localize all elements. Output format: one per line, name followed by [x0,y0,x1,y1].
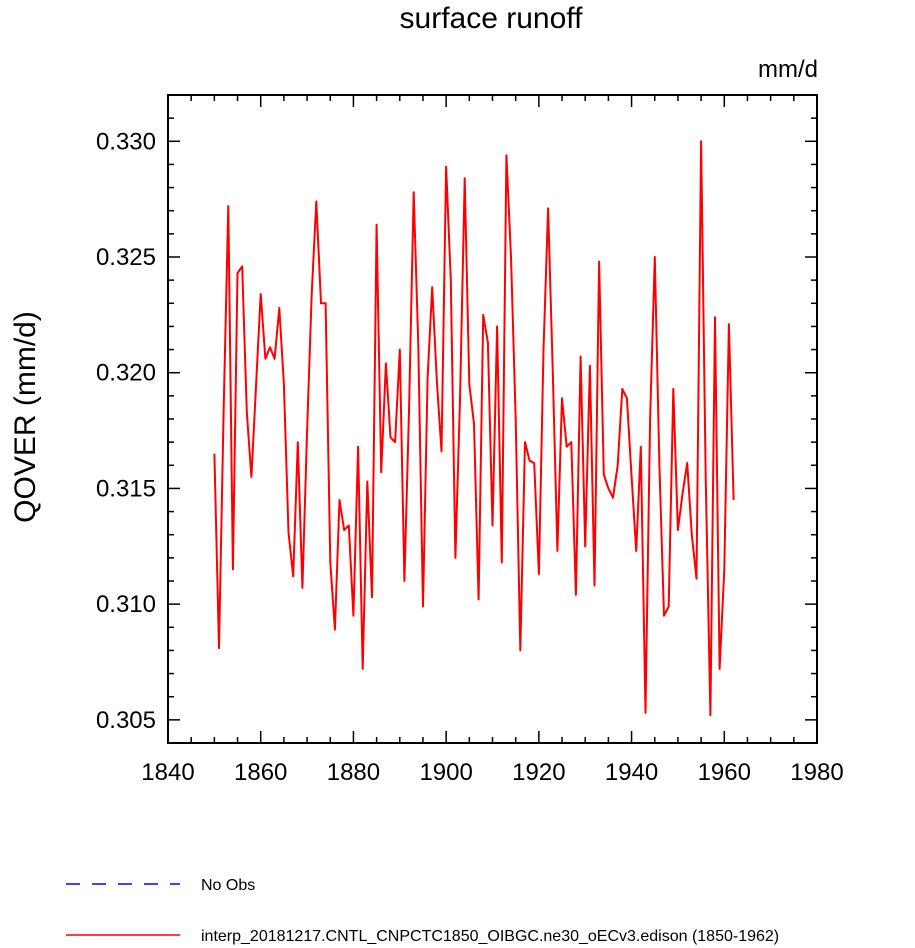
chart-title: surface runoff [400,2,584,35]
y-tick-label: 0.315 [96,475,156,502]
y-axis-label: QOVER (mm/d) [9,311,42,523]
x-tick-label: 1880 [327,759,380,786]
y-tick-label: 0.320 [96,360,156,387]
y-tick-label: 0.310 [96,591,156,618]
plot-layer [213,140,735,717]
y-tick-label: 0.305 [96,707,156,734]
x-tick-label: 1840 [141,759,194,786]
units-label: mm/d [758,56,818,83]
x-tick-label: 1920 [512,759,565,786]
legend-label-1: interp_20181217.CNTL_CNPCTC1850_OIBGC.ne… [201,928,779,945]
legend: No Obs interp_20181217.CNTL_CNPCTC1850_OI… [66,877,779,945]
y-tick-label: 0.330 [96,128,156,155]
series-line-1 [213,140,735,717]
x-tick-label: 1900 [419,759,472,786]
x-tick-label: 1940 [605,759,658,786]
legend-label-0: No Obs [201,877,255,894]
axes-layer: 1840 1860 1880 1900 1920 1940 1960 1980 0.305 0.3… [96,94,844,786]
x-tick-label: 1980 [790,759,843,786]
x-tick-label: 1860 [234,759,287,786]
y-tick-label: 0.325 [96,244,156,271]
x-tick-label: 1960 [698,759,751,786]
